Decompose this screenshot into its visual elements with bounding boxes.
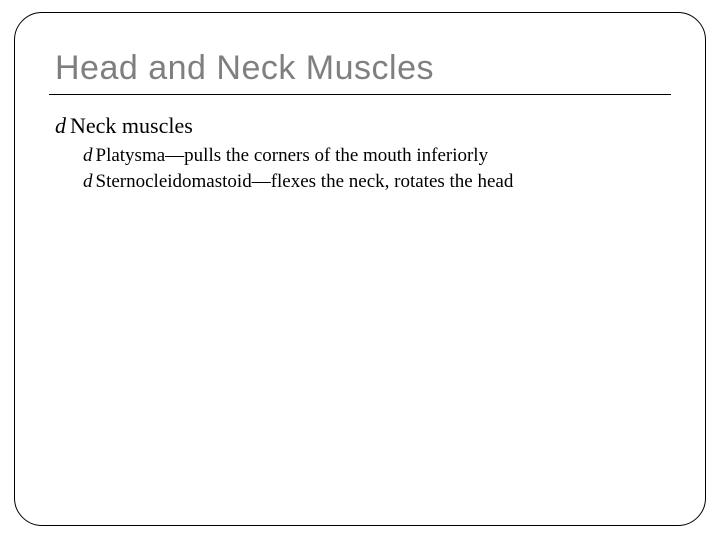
bullet-text: Sternocleidomastoid—flexes the neck, rot… [96,171,514,193]
list-item: d Sternocleidomastoid—flexes the neck, r… [83,171,665,193]
bullet-icon: d [83,171,93,193]
bullet-icon: d [83,145,93,167]
list-item: d Platysma—pulls the corners of the mout… [83,145,665,167]
title-underline [49,94,671,95]
bullet-text: Platysma—pulls the corners of the mouth … [96,145,489,167]
slide-title: Head and Neck Muscles [55,49,665,88]
list-item: d Neck muscles [55,113,665,139]
bullet-text: Neck muscles [70,113,193,139]
slide-frame: Head and Neck Muscles d Neck muscles d P… [14,12,706,526]
bullet-icon: d [55,113,66,139]
